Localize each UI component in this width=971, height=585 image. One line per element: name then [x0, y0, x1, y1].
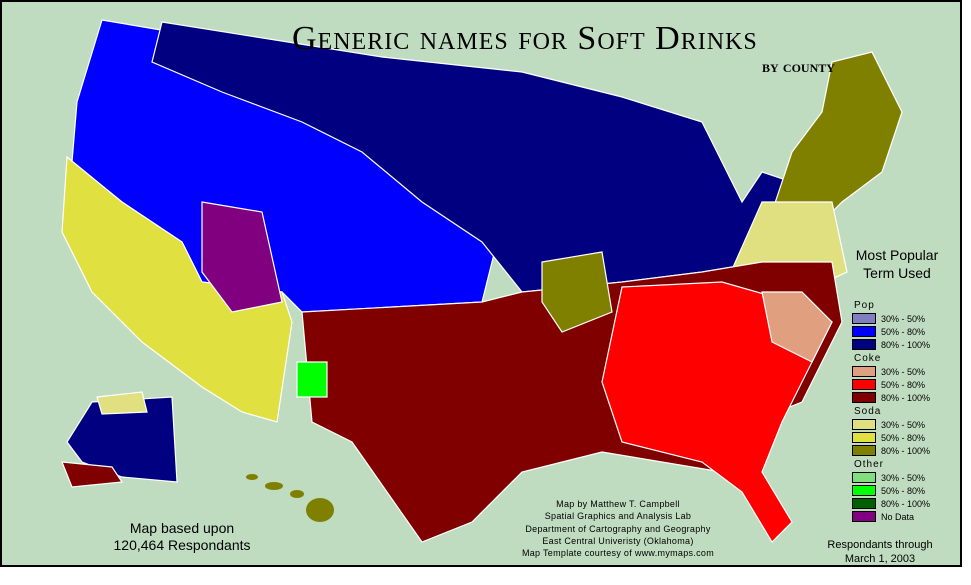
legend-label: 30% - 50%: [881, 472, 926, 483]
legend-label: 50% - 80%: [881, 485, 926, 496]
legend-label: 50% - 80%: [881, 432, 926, 443]
legend-group-soda: Soda: [854, 406, 882, 417]
region-hawaii: [246, 474, 334, 522]
legend-label: 30% - 50%: [881, 366, 926, 377]
legend-group-pop: Pop: [854, 300, 875, 311]
legend-item: 50% - 80%: [852, 484, 930, 497]
legend-swatch: [852, 472, 876, 483]
region-other-southwest: [296, 361, 328, 398]
legend-label: 30% - 50%: [881, 313, 926, 324]
legend-item: 80% - 100%: [852, 338, 930, 351]
credit-line: Department of Cartography and Geography: [525, 523, 711, 534]
map-title: Generic names for Soft Drinks: [292, 20, 758, 57]
credit-line: Map by Matthew T. Campbell: [556, 499, 680, 509]
legend-item: 30% - 50%: [852, 471, 930, 484]
map-subtitle: by county: [762, 57, 835, 76]
legend-swatch: [852, 419, 876, 430]
legend-swatch: [852, 392, 876, 403]
legend-swatch: [852, 485, 876, 496]
legend-item: 50% - 80%: [852, 378, 930, 391]
note-line: Map based upon: [129, 520, 235, 536]
legend-swatch: [852, 498, 876, 509]
region-soda-missouri: [541, 251, 613, 333]
note-line: Respondants through: [827, 539, 933, 551]
legend-item: 30% - 50%: [852, 418, 930, 431]
region-nodata-southwest: [201, 201, 283, 313]
region-coke-mixed: [761, 291, 833, 363]
credit-line: East Central Univeristy (Oklahoma): [542, 535, 694, 546]
legend-item: 30% - 50%: [852, 365, 930, 378]
note-line: March 1, 2003: [844, 553, 916, 565]
legend-group-other: Other: [854, 459, 885, 470]
legend-swatch: [852, 511, 876, 522]
legend-label: 50% - 80%: [881, 326, 926, 337]
region-soda-west: [61, 155, 293, 423]
region-alaska-soda: [96, 391, 148, 415]
legend-label: No Data: [881, 511, 915, 522]
legend-label: 80% - 100%: [881, 498, 931, 509]
legend-swatch: [852, 339, 876, 350]
credit-line: Spatial Graphics and Analysis Lab: [544, 511, 692, 522]
legend-swatch: [852, 313, 876, 324]
note-line: 120,464 Respondants: [113, 537, 251, 553]
legend-item: 30% - 50%: [852, 312, 930, 325]
legend-item: 50% - 80%: [852, 325, 930, 338]
legend-title: Most Popular Term Used: [842, 246, 952, 282]
legend-swatch: [852, 326, 876, 337]
respondents-date-note: Respondants through March 1, 2003: [810, 538, 950, 565]
us-county-map: [61, 19, 903, 543]
legend-item: 80% - 100%: [852, 444, 930, 457]
legend-label: 50% - 80%: [881, 379, 926, 390]
legend-swatch: [852, 432, 876, 443]
credits: Map by Matthew T. Campbell Spatial Graph…: [508, 498, 728, 559]
legend-title-line: Term Used: [863, 265, 931, 281]
legend-item: 50% - 80%: [852, 431, 930, 444]
legend-item: 80% - 100%: [852, 497, 930, 510]
legend-label: 80% - 100%: [881, 445, 931, 456]
legend-swatch: [852, 379, 876, 390]
legend-title-line: Most Popular: [855, 247, 939, 263]
region-alaska: [66, 396, 178, 483]
region-alaska-coke: [61, 461, 124, 488]
legend-label: 80% - 100%: [881, 339, 931, 350]
legend-swatch: [852, 445, 876, 456]
respondent-count-note: Map based upon 120,464 Respondants: [97, 520, 267, 554]
legend-label: 30% - 50%: [881, 419, 926, 430]
legend-item: 80% - 100%: [852, 391, 930, 404]
legend: Pop 30% - 50% 50% - 80% 80% - 100% Coke 30% -…: [852, 298, 930, 523]
legend-swatch: [852, 366, 876, 377]
legend-label: 80% - 100%: [881, 392, 931, 403]
legend-item: No Data: [852, 510, 930, 523]
map-frame: Generic names for Soft Drinks by county …: [0, 0, 962, 567]
credit-line: Map Template courtesy of www.mymaps.com: [521, 548, 715, 559]
legend-group-coke: Coke: [854, 353, 882, 364]
